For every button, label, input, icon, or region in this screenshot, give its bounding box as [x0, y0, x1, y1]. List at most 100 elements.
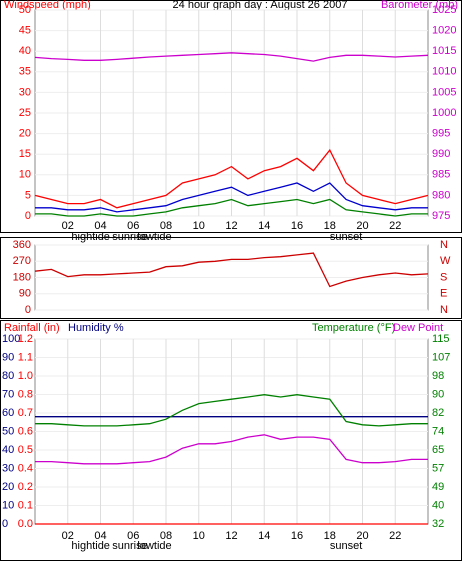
- x-tick-label: 02: [62, 220, 74, 232]
- x-tick-label: 18: [324, 530, 336, 542]
- panel-frame: [0, 320, 462, 561]
- y2-tick-label: 107: [432, 351, 450, 363]
- series-line: [35, 394, 428, 427]
- x-tick-label: 06: [127, 220, 139, 232]
- y2-tick-label: 1010: [432, 66, 456, 78]
- y3-tick-label: 0.0: [18, 518, 33, 530]
- y-tick-label: 20: [2, 481, 14, 493]
- y-tick-label: 60: [2, 407, 14, 419]
- x-tick-label: 12: [225, 220, 237, 232]
- x-tick-label: 06: [127, 530, 139, 542]
- y-tick-label: 50: [19, 4, 31, 16]
- y3-tick-label: 0.8: [18, 388, 33, 400]
- y2-tick-label: S: [440, 271, 447, 283]
- y2-tick-label: 1005: [432, 86, 456, 98]
- y-tick-label: 5: [25, 189, 31, 201]
- y2-tick-label: N: [440, 304, 448, 316]
- y-tick-label: 0: [25, 210, 31, 222]
- x-tick-label: 22: [389, 530, 401, 542]
- x-tick-label: 10: [193, 220, 205, 232]
- y3-tick-label: 0.5: [18, 444, 33, 456]
- y2-tick-label: N: [440, 239, 448, 251]
- y2-tick-label: 65: [432, 444, 444, 456]
- y2-tick-label: E: [440, 288, 447, 300]
- x-tick-label: 14: [258, 530, 270, 542]
- y-axis-label: Windspeed (mph): [4, 0, 91, 11]
- x-tick-label: 16: [291, 220, 303, 232]
- y-tick-label: 0: [25, 304, 31, 316]
- series-label: Humidity %: [68, 322, 124, 334]
- y-tick-label: 100: [2, 333, 20, 345]
- y-tick-label: 40: [2, 444, 14, 456]
- x-tick-label: 20: [356, 220, 368, 232]
- series-line: [35, 198, 428, 217]
- y-tick-label: 20: [19, 128, 31, 140]
- y2-tick-label: 985: [432, 169, 450, 181]
- y-tick-label: 360: [13, 239, 31, 251]
- y-tick-label: 45: [19, 25, 31, 37]
- x-tick-label: 22: [389, 220, 401, 232]
- y3-tick-label: 0.6: [18, 425, 33, 437]
- panel-frame: [0, 237, 462, 319]
- y-tick-label: 15: [19, 148, 31, 160]
- series-line: [34, 252, 429, 288]
- x-tick-label: 02: [62, 530, 74, 542]
- y-tick-label: 90: [19, 288, 31, 300]
- y3-tick-label: 0.1: [18, 499, 33, 511]
- y2-tick-label: 1000: [432, 107, 456, 119]
- y-tick-label: 80: [2, 370, 14, 382]
- series-line: [34, 148, 429, 209]
- y2-tick-label: 975: [432, 210, 450, 222]
- y-tick-label: 30: [2, 462, 14, 474]
- y-tick-label: 70: [2, 388, 14, 400]
- y-tick-label: 10: [19, 169, 31, 181]
- y3-tick-label: 0.4: [18, 462, 33, 474]
- annotation: sunrise: [112, 231, 147, 243]
- series-label: Rainfall (in): [4, 322, 60, 334]
- y2-tick-label: 90: [432, 388, 444, 400]
- y3-tick-label: 0.2: [18, 481, 33, 493]
- series-line: [35, 434, 428, 465]
- y2-tick-label: 32: [432, 518, 444, 530]
- series-line: [34, 52, 429, 62]
- y3-tick-label: 1.2: [18, 333, 33, 345]
- annotation: lowtide: [137, 231, 171, 243]
- y2-tick-label: 57: [432, 462, 444, 474]
- y2-tick-label: 115: [432, 333, 450, 345]
- y-tick-label: 30: [19, 86, 31, 98]
- y-tick-label: 35: [19, 66, 31, 78]
- x-tick-label: 18: [324, 220, 336, 232]
- x-tick-label: 04: [94, 530, 106, 542]
- annotation: sunset: [330, 540, 362, 552]
- series-label: Dew Point: [393, 322, 443, 334]
- y-tick-label: 180: [13, 271, 31, 283]
- y-tick-label: 10: [2, 499, 14, 511]
- annotation: hightide: [71, 231, 110, 243]
- panel-frame: [0, 0, 462, 233]
- x-tick-label: 10: [193, 530, 205, 542]
- x-tick-label: 16: [291, 530, 303, 542]
- y2-tick-label: 49: [432, 481, 444, 493]
- x-tick-label: 08: [160, 220, 172, 232]
- y2-tick-label: 98: [432, 370, 444, 382]
- y2-tick-label: 1015: [432, 45, 456, 57]
- y3-tick-label: 1.0: [18, 370, 33, 382]
- y2-tick-label: W: [440, 255, 451, 267]
- y-tick-label: 0: [2, 518, 8, 530]
- y-tick-label: 40: [19, 45, 31, 57]
- series-line: [35, 182, 428, 213]
- x-tick-label: 12: [225, 530, 237, 542]
- y-tick-label: 270: [13, 255, 31, 267]
- y-tick-label: 25: [19, 107, 31, 119]
- x-tick-label: 20: [356, 530, 368, 542]
- y2-tick-label: 40: [432, 499, 444, 511]
- y-tick-label: 90: [2, 351, 14, 363]
- y2-tick-label: 995: [432, 128, 450, 140]
- x-tick-label: 14: [258, 220, 270, 232]
- y2-tick-label: 980: [432, 189, 450, 201]
- y2-tick-label: 74: [432, 425, 444, 437]
- y3-tick-label: 1.1: [18, 351, 33, 363]
- y-tick-label: 50: [2, 425, 14, 437]
- y3-tick-label: 0.7: [18, 407, 33, 419]
